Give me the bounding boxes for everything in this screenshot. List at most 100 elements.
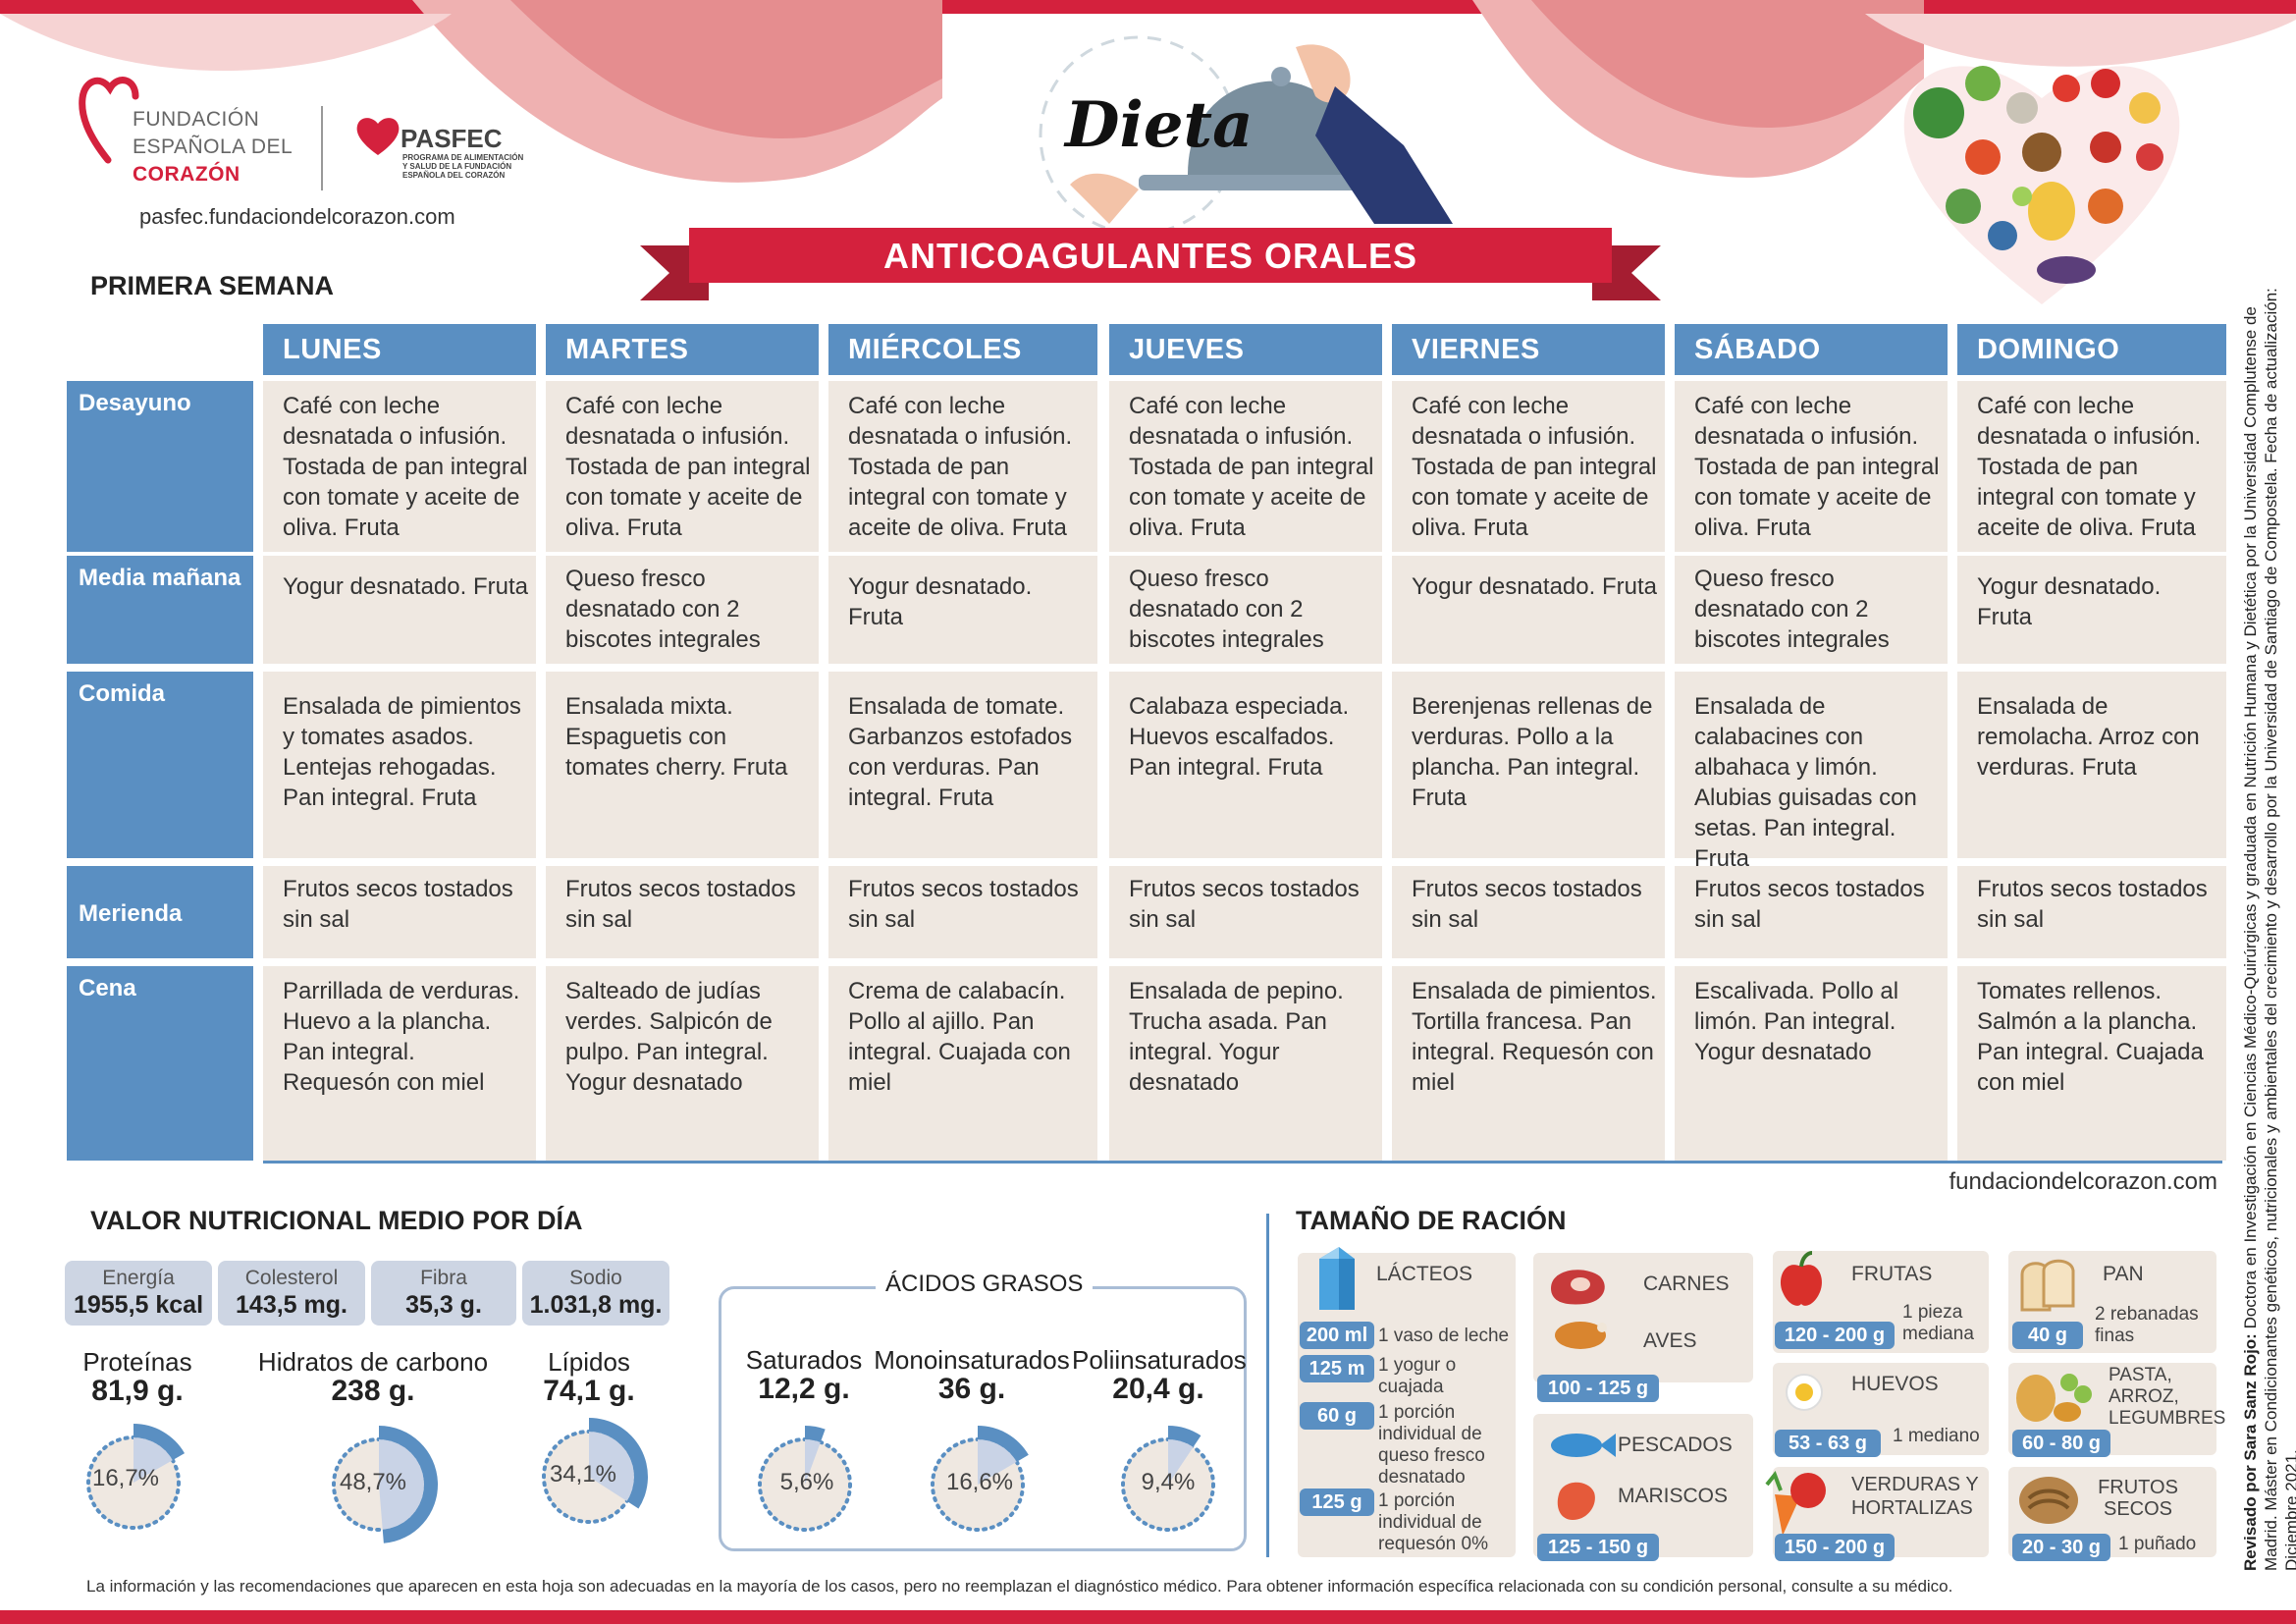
- menu-cell: Café con leche desnatada o infusión. Tos…: [263, 381, 536, 552]
- day-header: DOMINGO: [1957, 324, 2226, 375]
- portion-name: HUEVOS: [1851, 1373, 1939, 1395]
- pasfec-logo-text: PASFEC: [400, 124, 503, 153]
- menu-cell: Ensalada de pepino. Trucha asada. Pan in…: [1109, 966, 1382, 1161]
- nutrition-box-value: 1955,5 kcal: [73, 1291, 204, 1319]
- menu-cell: Frutos secos tostados sin sal: [263, 866, 536, 958]
- portion-text: 1 yogur o cuajada: [1378, 1355, 1457, 1397]
- nuts-icon: [2019, 1477, 2078, 1524]
- apple-icon: [1781, 1251, 1822, 1306]
- fatty-acids-panel: [719, 1286, 1247, 1551]
- pie-percentage: 9,4%: [1141, 1469, 1196, 1495]
- vegetable-heart-icon: [1903, 66, 2180, 305]
- medical-disclaimer: La información y las recomendaciones que…: [86, 1577, 1953, 1596]
- meat-poultry-icon: [1551, 1270, 1607, 1349]
- menu-cell: Berenjenas rellenas de verduras. Pollo a…: [1392, 672, 1665, 858]
- acid-value: 12,2 g.: [758, 1373, 850, 1405]
- meal-header: Media mañana: [67, 556, 253, 664]
- menu-cell: Tomates rellenos. Salmón a la plancha. P…: [1957, 966, 2226, 1161]
- menu-cell: Ensalada mixta. Espaguetis con tomates c…: [546, 672, 819, 858]
- pasfec-sub-2: Y SALUD DE LA FUNDACIÓN: [402, 162, 512, 171]
- pie-arc: [133, 1424, 186, 1461]
- nutrition-title: VALOR NUTRICIONAL MEDIO POR DÍA: [90, 1206, 583, 1235]
- menu-cell: Frutos secos tostados sin sal: [828, 866, 1097, 958]
- menu-cell: Queso fresco desnatado con 2 biscotes in…: [1675, 556, 1948, 664]
- header-wave-decoration: [0, 0, 2296, 183]
- dieta-heading: Dieta: [1065, 88, 1254, 162]
- portion-tag: 40 g: [2012, 1322, 2083, 1349]
- menu-cell: Ensalada de tomate. Garbanzos estofados …: [828, 672, 1097, 858]
- nutrition-box-value: 143,5 mg.: [236, 1291, 347, 1319]
- portion-text: 1 vaso de leche: [1378, 1326, 1510, 1346]
- milk-carton-icon: [1319, 1247, 1355, 1310]
- page-title: ANTICOAGULANTES ORALES: [883, 236, 1417, 276]
- acid-label: Monoinsaturados: [874, 1345, 1070, 1375]
- menu-cell: Parrillada de verduras. Huevo a la planc…: [263, 966, 536, 1161]
- pie-percentage: 48,7%: [339, 1469, 407, 1495]
- menu-cell: Café con leche desnatada o infusión. Tos…: [828, 381, 1097, 552]
- portion-tag: 200 ml: [1300, 1322, 1374, 1349]
- nutrition-box-label: Fibra: [420, 1267, 467, 1289]
- portion-tag: 150 - 200 g: [1775, 1534, 1895, 1561]
- menu-cell: Café con leche desnatada o infusión. Tos…: [1109, 381, 1382, 552]
- menu-cell: Frutos secos tostados sin sal: [1392, 866, 1665, 958]
- menu-cell: Yogur desnatado. Fruta: [1957, 556, 2226, 664]
- day-header: MIÉRCOLES: [828, 324, 1097, 375]
- pie-percentage: 16,7%: [91, 1465, 160, 1491]
- acid-value: 20,4 g.: [1112, 1373, 1204, 1405]
- nutrition-box-label: Colesterol: [244, 1267, 339, 1289]
- macro-label: Lípidos: [548, 1347, 630, 1377]
- fatty-acids-title: ÁCIDOS GRASOS: [876, 1271, 1094, 1298]
- portion-tag: 125 g: [1300, 1489, 1374, 1516]
- meal-header: Cena: [67, 966, 253, 1161]
- menu-cell: Frutos secos tostados sin sal: [1957, 866, 2226, 958]
- acid-label: Poliinsaturados: [1072, 1345, 1247, 1375]
- nutrition-box-label: Sodio: [569, 1267, 622, 1289]
- meal-header: Comida: [67, 672, 253, 858]
- heart-logo-icon: [79, 77, 139, 164]
- portion-note: 1 puñado: [2118, 1534, 2197, 1554]
- pasta-legumes-icon: [2016, 1374, 2092, 1422]
- menu-cell: Café con leche desnatada o infusión. Tos…: [1957, 381, 2226, 552]
- menu-cell: Queso fresco desnatado con 2 biscotes in…: [546, 556, 819, 664]
- portion-tag: 125 m: [1300, 1355, 1374, 1382]
- menu-cell: Calabaza especiada. Huevos escalfados. P…: [1109, 672, 1382, 858]
- pie-percentage: 5,6%: [779, 1469, 834, 1495]
- macro-label: Proteínas: [82, 1347, 192, 1377]
- pasfec-url-link[interactable]: pasfec.fundaciondelcorazon.com: [139, 204, 455, 229]
- menu-cell: Café con leche desnatada o infusión. Tos…: [1675, 381, 1948, 552]
- org-name-line3: CORAZÓN: [133, 163, 240, 186]
- portion-tag: 53 - 63 g: [1775, 1430, 1881, 1457]
- fish-seafood-icon: [1551, 1434, 1616, 1520]
- nutrition-box-label: Energía: [102, 1267, 175, 1289]
- meal-header: Merienda: [67, 866, 253, 958]
- portion-name: PAN: [2103, 1263, 2144, 1285]
- menu-cell: Frutos secos tostados sin sal: [1675, 866, 1948, 958]
- pasfec-sub-3: ESPAÑOLA DEL CORAZÓN: [402, 171, 506, 180]
- portion-tag: 20 - 30 g: [2012, 1534, 2110, 1561]
- portion-text: 1 porción individual de requesón 0%: [1378, 1490, 1488, 1554]
- pie-percentage: 16,6%: [945, 1469, 1014, 1495]
- portion-name: FRUTOS SECOS: [2098, 1477, 2178, 1520]
- pasfec-heart-icon: [356, 118, 400, 155]
- pie-percentage: 34,1%: [549, 1461, 617, 1488]
- reviewer-name: Revisado por Sara Sanz Rojo:: [2241, 1333, 2260, 1571]
- portion-note: 2 rebanadas finas: [2095, 1304, 2199, 1346]
- menu-cell: Ensalada de pimientos. Tortilla francesa…: [1392, 966, 1665, 1161]
- macro-value: 74,1 g.: [543, 1375, 635, 1407]
- macro-value: 81,9 g.: [91, 1375, 184, 1407]
- macro-label: Hidratos de carbono: [257, 1347, 489, 1377]
- pasfec-sub-1: PROGRAMA DE ALIMENTACIÓN: [402, 153, 524, 162]
- portion-name: PESCADOS: [1618, 1434, 1733, 1456]
- portion-tag: 125 - 150 g: [1537, 1534, 1659, 1561]
- day-header: JUEVES: [1109, 324, 1382, 375]
- title-ribbon-decoration: [640, 228, 1661, 300]
- menu-cell: Café con leche desnatada o infusión. Tos…: [1392, 381, 1665, 552]
- menu-cell: Salteado de judías verdes. Salpicón de p…: [546, 966, 819, 1161]
- nutrition-box-value: 35,3 g.: [405, 1291, 482, 1319]
- vegetables-icon: [1765, 1471, 1826, 1536]
- portion-name: FRUTAS: [1851, 1263, 1933, 1285]
- day-header: SÁBADO: [1675, 324, 1948, 375]
- portion-tag: 60 g: [1300, 1402, 1374, 1430]
- portion-tag: 120 - 200 g: [1775, 1322, 1895, 1349]
- site-url-link[interactable]: fundaciondelcorazon.com: [1949, 1168, 2217, 1195]
